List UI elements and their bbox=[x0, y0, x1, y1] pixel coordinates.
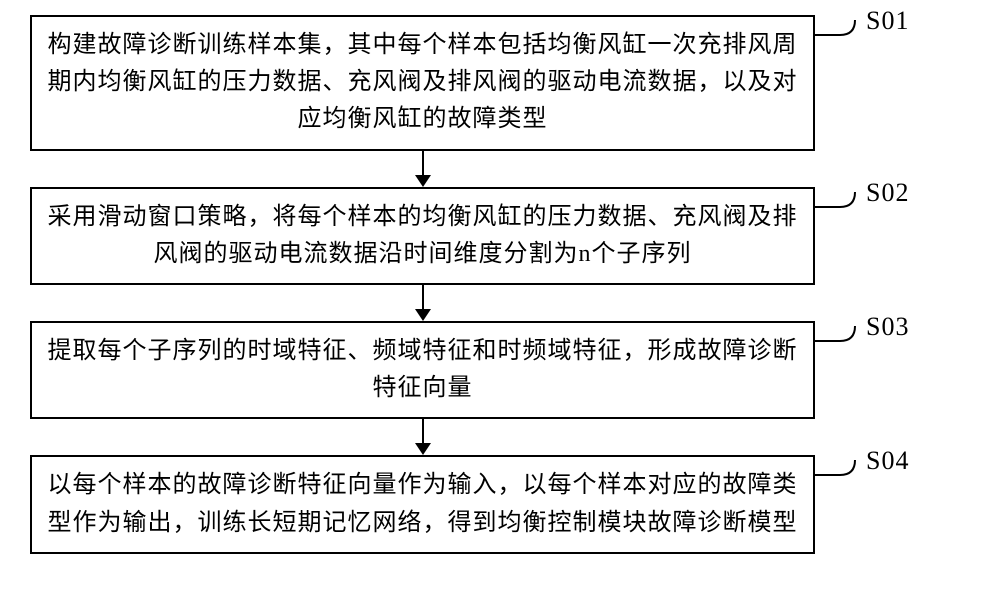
label-connector-1: S01 bbox=[815, 15, 965, 55]
step-text-3: 提取每个子序列的时域特征、频域特征和时频域特征，形成故障诊断特征向量 bbox=[48, 338, 798, 401]
arrow-3-4 bbox=[30, 419, 815, 455]
label-connector-4: S04 bbox=[815, 455, 965, 495]
step-label-2: S02 bbox=[866, 178, 909, 208]
step-text-2: 采用滑动窗口策略，将每个样本的均衡风缸的压力数据、充风阀及排风阀的驱动电流数据沿… bbox=[48, 204, 798, 267]
label-curve-2 bbox=[815, 187, 860, 227]
step-row-3: 提取每个子序列的时域特征、频域特征和时频域特征，形成故障诊断特征向量 S03 bbox=[30, 321, 970, 419]
step-box-4: 以每个样本的故障诊断特征向量作为输入，以每个样本对应的故障类型作为输出，训练长短… bbox=[30, 455, 815, 553]
arrow-down-icon bbox=[411, 151, 435, 187]
step-row-1: 构建故障诊断训练样本集，其中每个样本包括均衡风缸一次充排风周期内均衡风缸的压力数… bbox=[30, 15, 970, 151]
arrow-down-icon bbox=[411, 285, 435, 321]
step-row-4: 以每个样本的故障诊断特征向量作为输入，以每个样本对应的故障类型作为输出，训练长短… bbox=[30, 455, 970, 553]
step-label-1: S01 bbox=[866, 6, 909, 36]
label-connector-3: S03 bbox=[815, 321, 965, 361]
label-curve-3 bbox=[815, 321, 860, 361]
flowchart-container: 构建故障诊断训练样本集，其中每个样本包括均衡风缸一次充排风周期内均衡风缸的压力数… bbox=[30, 15, 970, 554]
label-connector-2: S02 bbox=[815, 187, 965, 227]
step-box-2: 采用滑动窗口策略，将每个样本的均衡风缸的压力数据、充风阀及排风阀的驱动电流数据沿… bbox=[30, 187, 815, 285]
step-box-3: 提取每个子序列的时域特征、频域特征和时频域特征，形成故障诊断特征向量 bbox=[30, 321, 815, 419]
arrow-1-2 bbox=[30, 151, 815, 187]
label-curve-4 bbox=[815, 455, 860, 495]
step-text-4: 以每个样本的故障诊断特征向量作为输入，以每个样本对应的故障类型作为输出，训练长短… bbox=[48, 472, 798, 535]
step-text-1: 构建故障诊断训练样本集，其中每个样本包括均衡风缸一次充排风周期内均衡风缸的压力数… bbox=[48, 32, 798, 132]
step-label-4: S04 bbox=[866, 446, 909, 476]
step-row-2: 采用滑动窗口策略，将每个样本的均衡风缸的压力数据、充风阀及排风阀的驱动电流数据沿… bbox=[30, 187, 970, 285]
arrow-2-3 bbox=[30, 285, 815, 321]
label-curve-1 bbox=[815, 15, 860, 55]
arrow-down-icon bbox=[411, 419, 435, 455]
step-label-3: S03 bbox=[866, 312, 909, 342]
step-box-1: 构建故障诊断训练样本集，其中每个样本包括均衡风缸一次充排风周期内均衡风缸的压力数… bbox=[30, 15, 815, 151]
